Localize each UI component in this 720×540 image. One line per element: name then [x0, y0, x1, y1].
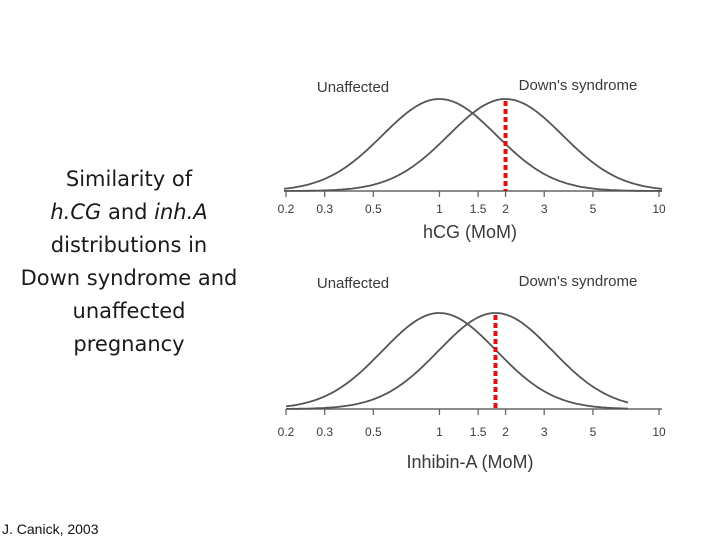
title-inha: inh.A [154, 200, 208, 224]
x-tick-label: 2 [502, 202, 509, 216]
x-tick-label: 10 [652, 425, 666, 439]
x-tick-label: 3 [541, 202, 548, 216]
legend-downs-syndrome: Down's syndrome [519, 273, 638, 290]
x-tick-label: 0.5 [365, 202, 382, 216]
x-tick-label: 0.3 [316, 425, 333, 439]
x-tick-label: 1 [436, 425, 443, 439]
x-tick-label: 0.2 [278, 202, 295, 216]
legend-unaffected: Unaffected [317, 79, 389, 96]
x-tick-label: 2 [502, 425, 509, 439]
downs-syndrome-curve [286, 312, 629, 410]
title-line-6: pregnancy [73, 332, 185, 356]
x-tick-label: 1 [436, 202, 443, 216]
legend-downs-syndrome: Down's syndrome [519, 77, 638, 94]
title-and: and [101, 200, 155, 224]
downs-syndrome-curve [283, 98, 663, 192]
inhibin-chart: 0.2 0.3 0.5 1 1.5 2 3 5 10 Unaffected Down's syndr… [278, 273, 666, 472]
slide-title: Similarity of h.CG and inh.A distributio… [10, 163, 248, 361]
x-axis-label: Inhibin-A (MoM) [406, 452, 533, 472]
title-line-5: unaffected [72, 299, 186, 323]
credit-text: J. Canick, 2003 [2, 521, 99, 537]
title-line-2: h.CG and inh.A [10, 196, 248, 229]
title-hcg: h.CG [50, 200, 102, 224]
unaffected-curve [285, 312, 629, 410]
title-line-3: distributions in [50, 233, 208, 257]
x-tick-label: 10 [652, 202, 666, 216]
x-tick-label: 0.3 [316, 202, 333, 216]
x-tick-label: 3 [541, 425, 548, 439]
x-tick-label: 0.2 [278, 425, 295, 439]
hcg-chart: 0.2 0.3 0.5 1 1.5 2 3 5 10 Unaffected Down's syndr… [278, 77, 666, 242]
x-tick-label: 1.5 [470, 202, 487, 216]
x-tick-label: 5 [590, 425, 597, 439]
legend-unaffected: Unaffected [317, 275, 389, 292]
x-axis-label: hCG (MoM) [423, 222, 517, 242]
x-tick-label: 1.5 [470, 425, 487, 439]
title-line-4: Down syndrome and [20, 266, 238, 290]
x-tick-label: 5 [590, 202, 597, 216]
x-tick-label: 0.5 [365, 425, 382, 439]
title-line-1: Similarity of [65, 167, 193, 191]
